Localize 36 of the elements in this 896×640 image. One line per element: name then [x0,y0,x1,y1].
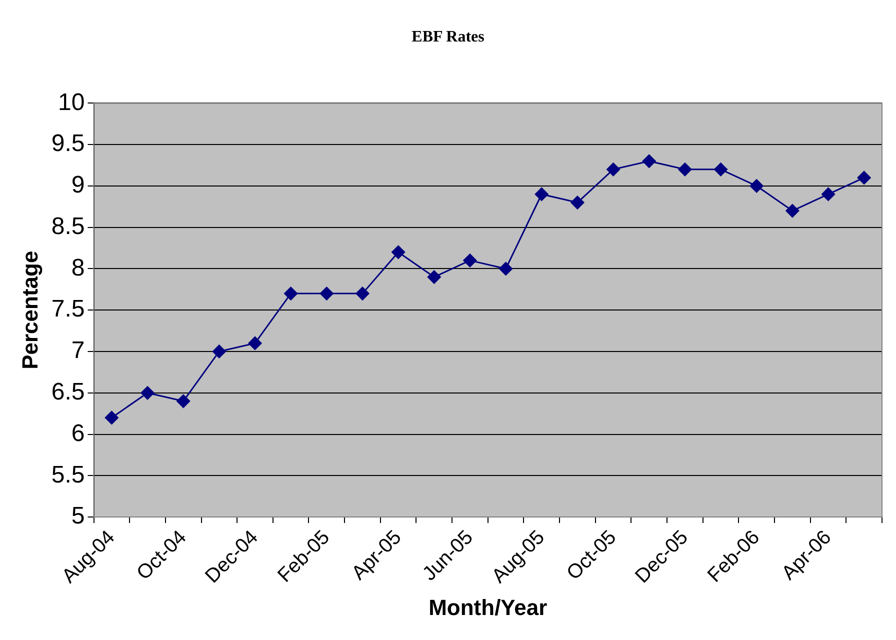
point [427,270,441,284]
point [356,286,370,300]
point [212,344,226,358]
point [463,254,477,268]
point [140,386,154,400]
y-tick-label: 6 [71,420,85,447]
y-tick-label: 7 [71,337,85,364]
point [104,410,118,424]
point [248,336,262,350]
point [786,204,800,218]
point [570,196,584,210]
point [642,154,656,168]
point [750,179,764,193]
point [534,187,548,201]
chart-title: EBF Rates [412,28,484,46]
point [176,394,190,408]
y-tick-label: 8.5 [51,212,85,240]
point [392,245,406,259]
point [606,162,620,176]
point [714,162,728,176]
y-tick-label: 8 [71,254,85,282]
y-tick-label: 5 [71,502,85,530]
point [284,286,298,300]
y-tick-label: 10 [58,88,85,116]
y-tick-label: 5.5 [51,461,85,488]
y-tick-label: 9.5 [51,130,85,158]
point [822,187,836,201]
point [320,286,334,300]
point [678,162,692,176]
y-tick-label: 9 [71,172,85,199]
y-axis-title: Percentage [17,250,42,370]
point [499,262,513,276]
y-tick-label: 6.5 [51,378,85,406]
y-tick-label: 7.5 [51,296,85,323]
point [857,170,871,184]
x-axis-title: Month/Year [428,594,548,620]
